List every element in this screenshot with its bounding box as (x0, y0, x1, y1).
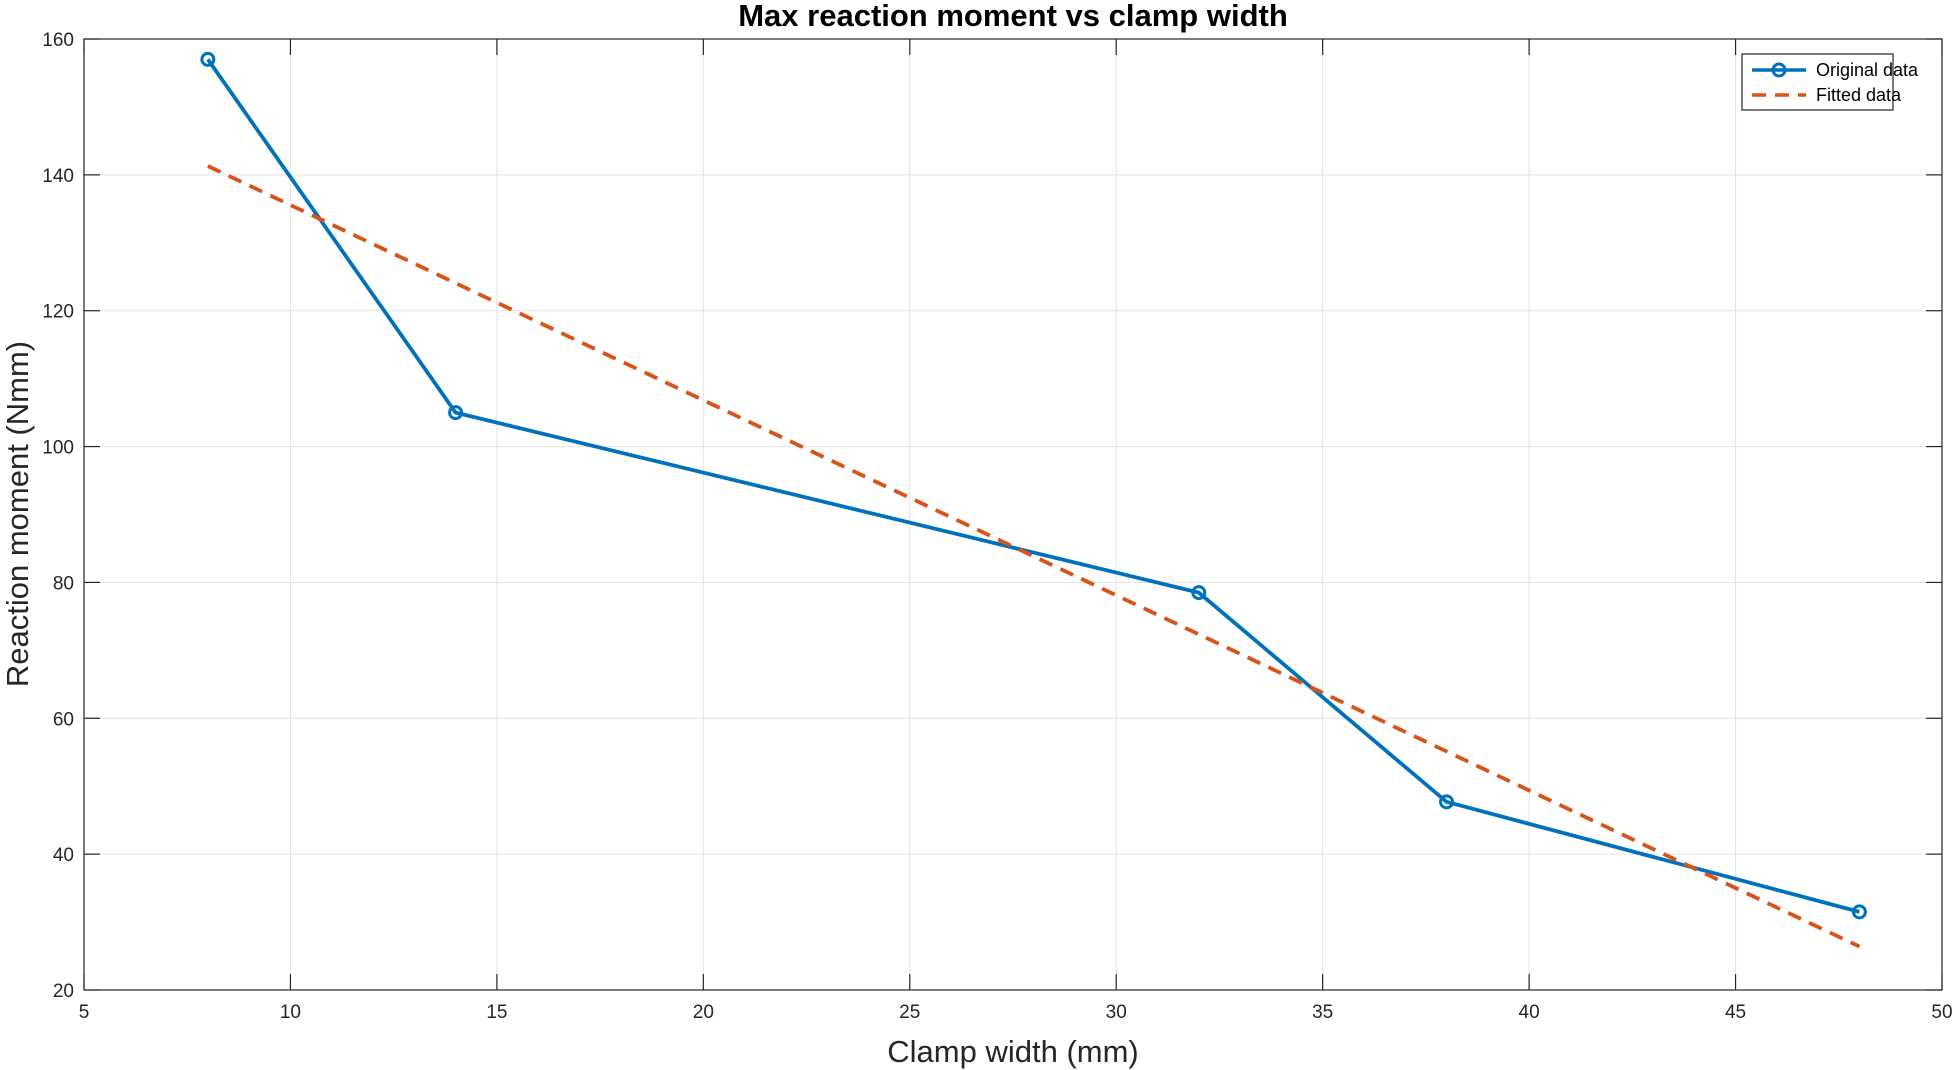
x-tick-label-40: 40 (1519, 1002, 1540, 1023)
y-tick-label-60: 60 (53, 709, 74, 730)
series-line-original-data (206, 58, 1860, 914)
y-tick-label-120: 120 (42, 302, 74, 323)
x-axis-label: Clamp width (mm) (887, 1034, 1138, 1069)
x-tick-label-45: 45 (1725, 1002, 1746, 1023)
chart-title: Max reaction moment vs clamp width (738, 0, 1288, 33)
legend-box (1741, 53, 1894, 111)
y-tick-label-100: 100 (42, 438, 74, 459)
grid-lines (84, 39, 1942, 990)
x-tick-label-30: 30 (1106, 1002, 1127, 1023)
series-line-fitted-data (207, 164, 1861, 949)
data-point-original-data-2 (1191, 585, 1207, 601)
x-tick-label-5: 5 (79, 1002, 90, 1023)
series-plot-area (200, 51, 1867, 949)
legend-label-original-data: Original data (1816, 60, 1919, 80)
y-tick-label-80: 80 (53, 573, 74, 594)
legend: Original data Fitted data (1741, 53, 1919, 111)
x-tick-label-25: 25 (899, 1002, 920, 1023)
y-tick-label-20: 20 (53, 981, 74, 1002)
plot-frame (83, 38, 1943, 991)
y-tick-label-160: 160 (42, 30, 74, 51)
axes: 5 10 15 20 25 30 35 40 45 50 20 40 60 80 100 120 140 160 (42, 30, 1952, 1023)
legend-label-fitted-data: Fitted data (1816, 85, 1902, 105)
x-tick-label-35: 35 (1312, 1002, 1333, 1023)
data-point-original-data-0 (200, 51, 216, 67)
x-tick-label-10: 10 (280, 1002, 301, 1023)
x-tick-label-15: 15 (486, 1002, 507, 1023)
data-point-original-data-4 (1851, 904, 1867, 920)
x-tick-label-20: 20 (693, 1002, 714, 1023)
legend-marker-original-data (1771, 62, 1787, 78)
y-axis-label: Reaction moment (Nmm) (0, 341, 35, 687)
data-point-original-data-3 (1439, 794, 1455, 810)
y-tick-label-140: 140 (42, 166, 74, 187)
data-point-original-data-1 (448, 405, 464, 421)
x-tick-label-50: 50 (1931, 1002, 1952, 1023)
y-tick-label-40: 40 (53, 845, 74, 866)
